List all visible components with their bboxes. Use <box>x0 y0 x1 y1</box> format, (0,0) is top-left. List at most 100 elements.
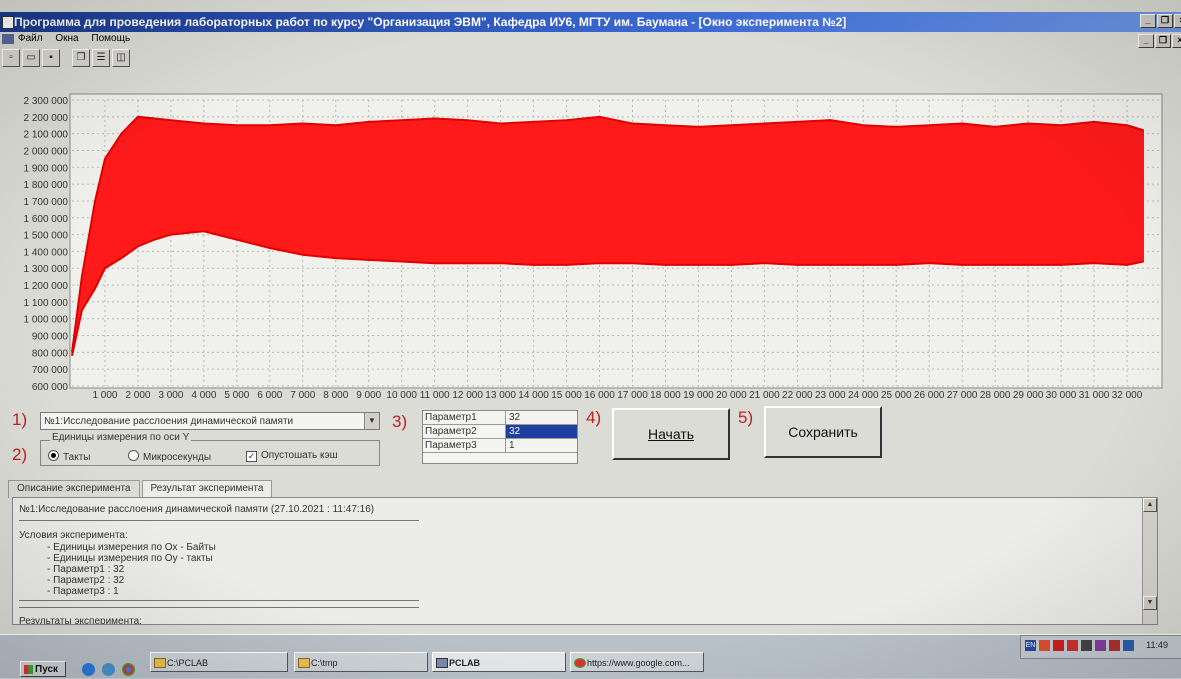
units-group-title: Единицы измерения по оси Y <box>50 432 192 443</box>
chart: 2 300 000 2 200 000 2 100 000 2 000 000 1 90… <box>24 93 1163 400</box>
task-chrome[interactable]: https://www.google.com... <box>570 652 704 672</box>
ie-icon[interactable] <box>82 663 95 676</box>
radio-micro-label: Микросекунды <box>143 452 212 463</box>
log-line: - Параметр1 : 32 <box>47 564 125 575</box>
divider <box>19 600 419 601</box>
param-row[interactable]: Параметр3 1 <box>423 439 577 453</box>
y-tick-label: 1 200 000 <box>24 281 69 292</box>
x-tick-label: 14 000 <box>518 390 549 400</box>
x-tick-label: 5 000 <box>224 390 249 400</box>
results-title: Результаты эксперимента: <box>19 616 142 625</box>
system-tray: EN 11:49 <box>1020 635 1181 659</box>
scroll-up-icon[interactable]: ▲ <box>1143 498 1157 512</box>
start-button-label: Начать <box>647 426 695 442</box>
radio-ticks[interactable]: Такты <box>48 450 90 463</box>
antivirus-icon[interactable] <box>1053 640 1064 651</box>
experiment-select-value: №1:Исследование расслоения динамической … <box>44 416 294 427</box>
y-tick-label: 900 000 <box>32 332 69 343</box>
task-pclab[interactable]: PCLAB <box>432 652 566 672</box>
window-title: Программа для проведения лабораторных ра… <box>14 15 847 29</box>
minimize-button[interactable]: _ <box>1140 14 1156 28</box>
result-text-area[interactable]: №1:Исследование расслоения динамической … <box>12 497 1158 625</box>
flush-cache-checkbox[interactable]: ✓ Опустошать кэш <box>246 450 338 462</box>
save-button[interactable]: Сохранить <box>764 406 882 458</box>
tile-horizontal-icon[interactable]: ☰ <box>92 49 110 67</box>
param-row[interactable]: Параметр2 32 <box>423 425 577 439</box>
param-value[interactable]: 1 <box>509 440 515 451</box>
app-tray-icon[interactable] <box>1081 640 1092 651</box>
experiment-select[interactable]: №1:Исследование расслоения динамической … <box>40 412 380 430</box>
vertical-scrollbar[interactable]: ▲ ▼ <box>1142 498 1157 624</box>
tab-description[interactable]: Описание эксперимента <box>8 480 140 498</box>
menu-file[interactable]: Файл <box>18 33 43 44</box>
y-tick-label: 2 200 000 <box>24 113 69 124</box>
mdi-child-icon[interactable] <box>2 34 14 44</box>
y-tick-label: 600 000 <box>32 382 69 393</box>
x-tick-label: 4 000 <box>191 390 216 400</box>
radio-microseconds[interactable]: Микросекунды <box>128 450 211 463</box>
x-tick-label: 17 000 <box>617 390 648 400</box>
open-folder-icon[interactable]: ▭ <box>22 49 40 67</box>
child-restore-button[interactable]: ❐ <box>1155 34 1171 48</box>
language-indicator[interactable]: EN <box>1025 640 1036 651</box>
x-tick-label: 30 000 <box>1046 390 1077 400</box>
save-icon[interactable]: ▪ <box>42 49 60 67</box>
new-file-icon[interactable]: ▫ <box>2 49 20 67</box>
clock: 11:49 <box>1146 640 1168 650</box>
flag-icon[interactable] <box>1123 640 1134 651</box>
browser-icon[interactable] <box>102 663 115 676</box>
task-label: https://www.google.com... <box>587 658 690 668</box>
y-tick-label: 800 000 <box>32 348 69 359</box>
params-grid: Параметр1 32 Параметр2 32 Параметр3 1 <box>422 410 578 464</box>
menu-help[interactable]: Помощь <box>91 33 131 44</box>
shield-icon[interactable] <box>1067 640 1078 651</box>
log-header: №1:Исследование расслоения динамической … <box>19 504 375 515</box>
volume-icon[interactable] <box>1039 640 1050 651</box>
param-name: Параметр3 <box>423 439 506 452</box>
param-row[interactable]: Параметр1 32 <box>423 411 577 425</box>
x-tick-label: 12 000 <box>452 390 483 400</box>
cascade-icon[interactable]: ❐ <box>72 49 90 67</box>
start-button[interactable]: Начать <box>612 408 730 460</box>
x-tick-label: 2 000 <box>125 390 150 400</box>
child-window-controls: _ ❐ × <box>1138 34 1181 48</box>
folder-icon <box>298 658 310 668</box>
alert-icon[interactable] <box>1109 640 1120 651</box>
checkmark-icon: ✓ <box>246 451 257 462</box>
x-tick-label: 9 000 <box>356 390 381 400</box>
tab-result[interactable]: Результат эксперимента <box>141 480 273 498</box>
task-tmp-folder[interactable]: C:\tmp <box>294 652 428 672</box>
menu-windows[interactable]: Окна <box>55 33 79 44</box>
chrome-icon[interactable] <box>122 663 135 676</box>
chrome-icon <box>574 658 586 668</box>
x-tick-label: 26 000 <box>914 390 945 400</box>
restore-button[interactable]: ❐ <box>1157 14 1173 28</box>
flush-cache-label: Опустошать кэш <box>261 450 338 461</box>
title-bar[interactable]: Программа для проведения лабораторных ра… <box>0 12 1181 32</box>
start-button-taskbar[interactable]: Пуск <box>20 661 66 677</box>
radio-dot-icon <box>128 450 139 461</box>
child-minimize-button[interactable]: _ <box>1138 34 1154 48</box>
y-tick-label: 1 800 000 <box>24 180 69 191</box>
tile-vertical-icon[interactable]: ◫ <box>112 49 130 67</box>
x-tick-label: 32 000 <box>1112 390 1143 400</box>
y-tick-label: 1 100 000 <box>24 298 69 309</box>
x-tick-label: 6 000 <box>257 390 282 400</box>
x-tick-label: 16 000 <box>584 390 615 400</box>
step-3-label: 3) <box>392 412 408 431</box>
param-value[interactable]: 32 <box>509 412 521 423</box>
log-line: - Единицы измерения по Оу - такты <box>47 553 213 564</box>
param-name: Параметр2 <box>423 425 506 438</box>
scroll-down-icon[interactable]: ▼ <box>1143 596 1157 610</box>
start-label: Пуск <box>35 664 59 675</box>
network-icon[interactable] <box>1095 640 1106 651</box>
x-tick-label: 10 000 <box>386 390 417 400</box>
chevron-down-icon[interactable]: ▼ <box>364 413 379 429</box>
param-value[interactable]: 32 <box>506 425 577 438</box>
menu-bar: Файл Окна Помощь _ ❐ × <box>0 31 1181 48</box>
child-close-button[interactable]: × <box>1172 34 1181 48</box>
close-button[interactable]: × <box>1174 14 1181 28</box>
task-pclab-folder[interactable]: C:\PCLAB <box>150 652 288 672</box>
x-tick-label: 7 000 <box>290 390 315 400</box>
tab-strip: Описание эксперимента Результат эксперим… <box>8 480 274 498</box>
